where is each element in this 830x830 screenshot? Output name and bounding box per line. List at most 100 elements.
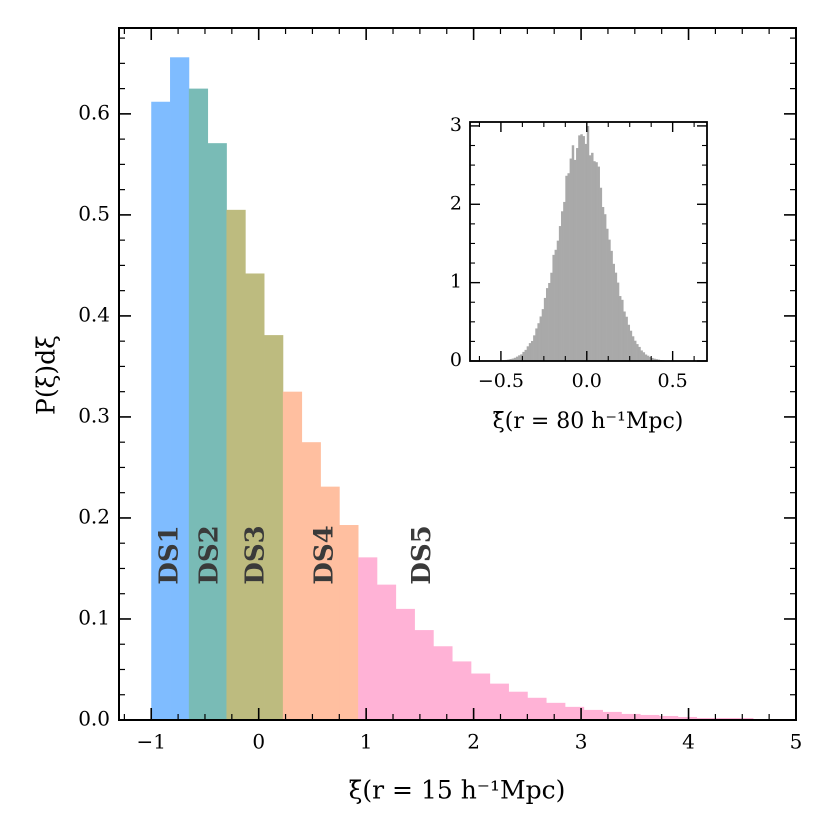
inset-x-tick-label: 0.0 xyxy=(572,370,602,392)
histogram-bar xyxy=(546,702,566,720)
histogram-bar xyxy=(320,486,340,720)
dataset-label-ds4: DS4 xyxy=(309,525,339,584)
y-tick-label: 0.3 xyxy=(78,403,110,427)
inset-histogram-bar xyxy=(573,159,577,361)
inset-histogram-bar xyxy=(518,355,521,361)
inset-histogram-bar xyxy=(655,359,658,361)
inset-histogram-bar xyxy=(614,272,618,361)
inset-histogram-bar xyxy=(565,175,568,361)
histogram-bar xyxy=(489,683,509,720)
inset-histogram-bar xyxy=(603,214,607,361)
histogram-bar xyxy=(621,713,641,720)
inset-histogram-bar xyxy=(558,226,562,361)
inset-histogram-bar xyxy=(653,358,656,361)
inset-histogram-bar xyxy=(522,351,525,361)
inset-histogram-bar xyxy=(515,356,519,361)
histogram-bar xyxy=(245,273,265,720)
histogram-bar xyxy=(376,584,397,720)
x-tick-label: 5 xyxy=(790,730,803,754)
inset-histogram-bar xyxy=(588,155,592,361)
histogram-bar xyxy=(527,697,547,720)
y-tick-label: 0.5 xyxy=(78,201,110,225)
inset-histogram-bar xyxy=(651,357,654,361)
y-tick-label: 0.6 xyxy=(78,100,110,124)
inset-histogram-bar xyxy=(595,162,598,361)
inset-y-tick-label: 3 xyxy=(450,114,462,136)
inset-histogram-bar xyxy=(593,161,596,361)
inset-histogram-bar xyxy=(631,336,635,361)
inset-histogram-bar xyxy=(552,254,555,361)
inset-histogram-bar xyxy=(608,239,611,361)
inset-histogram-bar xyxy=(563,201,566,361)
inset-histogram-bar xyxy=(621,299,624,361)
inset-y-tick-label: 0 xyxy=(450,349,462,371)
inset-histogram-bar xyxy=(634,340,637,361)
dataset-label-ds5: DS5 xyxy=(407,525,437,584)
inset-axes: −0.5 0.0 0.5 0 1 2 3 xyxy=(450,114,708,392)
inset-histogram-bar xyxy=(610,250,613,361)
inset-histogram-bar xyxy=(556,240,560,361)
histogram-bar xyxy=(715,717,735,720)
inset-histogram-bar xyxy=(640,350,643,361)
histogram-bar xyxy=(226,209,246,720)
histogram-bar xyxy=(358,557,378,720)
inset-x-tick-label: 0.5 xyxy=(658,370,688,392)
inset-histogram-bar xyxy=(623,311,626,361)
inset-histogram-bar xyxy=(612,263,615,361)
dataset-group-labels: DS1 DS2 DS3 DS4 DS5 xyxy=(155,525,438,584)
histogram-bar xyxy=(583,709,603,720)
inset-histogram-bar xyxy=(545,288,549,361)
x-tick-label: −1 xyxy=(136,730,165,754)
x-tick-label: 0 xyxy=(252,730,265,754)
inset-x-axis-label: ξ̄(r = 80 h⁻¹Mpc) xyxy=(493,409,684,434)
inset-histogram-bar xyxy=(644,354,648,361)
inset-histogram-bar xyxy=(629,330,633,361)
inset-histogram-bar xyxy=(511,358,515,361)
inset-histogram-bar xyxy=(584,143,588,361)
inset-x-tick-label: −0.5 xyxy=(478,370,524,392)
inset-y-tick-label: 2 xyxy=(450,192,462,214)
inset-histogram-bar xyxy=(599,187,603,361)
inset-histogram-bar xyxy=(597,166,600,361)
y-tick-label: 0.4 xyxy=(78,302,110,326)
inset-histogram-bar xyxy=(649,357,652,361)
inset-histogram-bar xyxy=(606,228,609,361)
inset-histogram-bar xyxy=(638,346,641,361)
inset-y-tick-label: 1 xyxy=(450,271,462,293)
inset-histogram-bar xyxy=(526,346,530,361)
inset-histogram-bar xyxy=(528,343,532,361)
inset-histogram-bar xyxy=(548,282,551,361)
inset-histogram-bar xyxy=(618,296,622,361)
inset-histogram-bar xyxy=(636,344,639,361)
inset-histogram-bar xyxy=(627,324,631,361)
inset-histogram-bar xyxy=(520,354,523,361)
histogram-bar xyxy=(696,717,716,720)
histogram-bar xyxy=(301,442,321,720)
histogram-bar xyxy=(658,715,679,720)
x-tick-label: 3 xyxy=(575,730,588,754)
histogram-bar xyxy=(508,691,528,720)
inset-histogram-bar xyxy=(535,328,538,361)
dataset-label-ds1: DS1 xyxy=(155,525,185,584)
inset-histogram-bar xyxy=(541,309,545,361)
inset-histogram-bars xyxy=(498,126,667,361)
x-tick-label: 4 xyxy=(682,730,695,754)
main-x-axis-label: ξ̄(r = 15 h⁻¹Mpc) xyxy=(349,776,566,805)
histogram-bar xyxy=(452,661,472,720)
inset-histogram-bar xyxy=(601,207,605,361)
inset-histogram-bar xyxy=(646,355,650,361)
inset-plot-frame xyxy=(469,121,708,362)
inset-plot: −0.5 0.0 0.5 0 1 2 3 ξ̄(r = 80 h⁻¹Mpc) xyxy=(450,114,708,434)
inset-histogram-bar xyxy=(554,249,558,361)
inset-histogram-bar xyxy=(543,297,547,361)
histogram-bar xyxy=(264,335,284,720)
inset-histogram-bar xyxy=(586,126,590,361)
inset-histogram-bar xyxy=(524,349,527,361)
inset-histogram-bar xyxy=(550,272,553,361)
histogram-bar xyxy=(602,711,622,720)
inset-histogram-bar xyxy=(580,134,583,361)
inset-histogram-bar xyxy=(576,148,579,361)
inset-histogram-bar xyxy=(625,316,628,361)
histogram-bar xyxy=(188,88,209,720)
